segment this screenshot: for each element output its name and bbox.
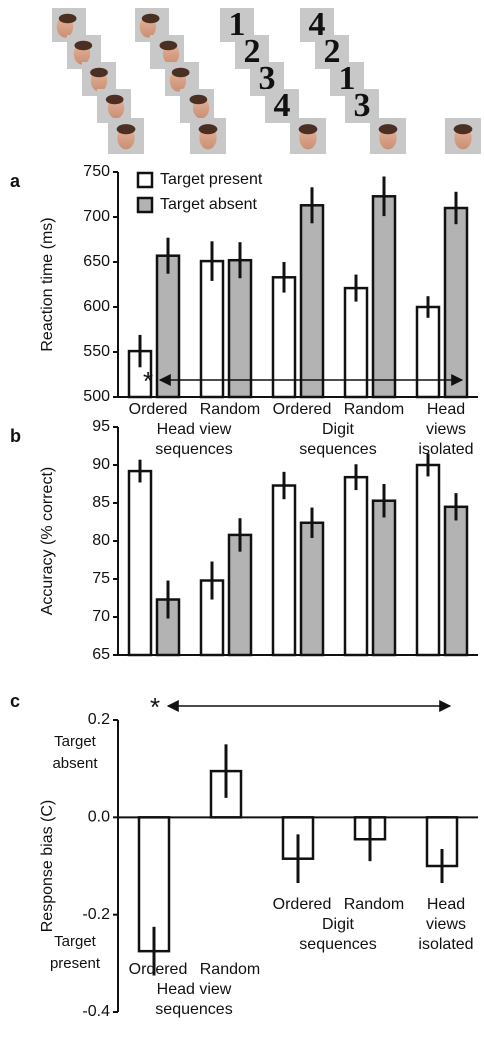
x-tick-label: isolated xyxy=(418,936,473,953)
y-tick-label: 95 xyxy=(92,418,110,435)
panel-letter: b xyxy=(10,426,21,446)
x-tick-label: Ordered xyxy=(129,961,188,978)
group-label: sequences xyxy=(155,441,232,458)
hair xyxy=(116,124,136,135)
hair xyxy=(159,40,178,51)
y-tick-label: 750 xyxy=(83,163,110,180)
hair xyxy=(189,94,208,105)
digit: 4 xyxy=(309,6,326,43)
x-tick-label: Ordered xyxy=(273,896,332,913)
y-axis-label: Reaction time (ms) xyxy=(39,217,56,351)
y-tick-label: 0.2 xyxy=(88,711,110,728)
legend-swatch xyxy=(136,171,154,189)
y-tick-label: 650 xyxy=(83,253,110,270)
hair xyxy=(141,13,160,24)
x-tick-label: Random xyxy=(344,896,404,913)
y-tick-label: 0.0 xyxy=(88,809,110,826)
y-tick-label: 550 xyxy=(83,343,110,360)
group-label: Digit xyxy=(322,421,355,438)
bar xyxy=(371,499,397,657)
annotation-star: * xyxy=(150,692,160,722)
hair xyxy=(298,124,318,135)
side-label: absent xyxy=(52,755,98,772)
x-tick-label: Ordered xyxy=(273,401,332,418)
bar xyxy=(343,475,369,657)
group-label: sequences xyxy=(299,441,376,458)
bar xyxy=(127,469,153,657)
bar xyxy=(443,206,469,399)
panel-letter: a xyxy=(10,171,21,191)
y-axis-label: Response bias (C) xyxy=(39,800,56,933)
legend-label: Target absent xyxy=(160,196,258,213)
digit: 3 xyxy=(354,87,371,124)
hair xyxy=(105,94,124,105)
bar xyxy=(271,276,297,399)
bar xyxy=(371,195,397,399)
side-label: Target xyxy=(54,933,97,950)
x-tick-label: Random xyxy=(344,401,404,418)
digit: 3 xyxy=(259,60,276,97)
x-tick-label: Random xyxy=(200,961,260,978)
bar xyxy=(415,463,441,657)
y-tick-label: 90 xyxy=(92,456,110,473)
bar xyxy=(155,254,181,399)
hair xyxy=(171,67,190,78)
y-tick-label: 75 xyxy=(92,570,110,587)
bar xyxy=(199,259,225,399)
y-tick-label: -0.4 xyxy=(82,1003,110,1020)
x-tick-label: Head xyxy=(427,401,465,418)
bar xyxy=(271,484,297,657)
x-tick-label: isolated xyxy=(418,441,473,458)
bar xyxy=(299,521,325,657)
y-tick-label: -0.2 xyxy=(82,906,110,923)
legend-swatch xyxy=(136,196,154,214)
hair xyxy=(58,13,77,24)
side-label: present xyxy=(50,955,101,972)
bar xyxy=(227,533,253,657)
y-axis-label: Accuracy (% correct) xyxy=(39,467,56,615)
group-label: sequences xyxy=(299,936,376,953)
x-tick-label: Head xyxy=(427,896,465,913)
bar xyxy=(227,258,253,399)
y-tick-label: 600 xyxy=(83,298,110,315)
side-label: Target xyxy=(54,733,97,750)
x-tick-label: Random xyxy=(200,401,260,418)
bar xyxy=(415,305,441,399)
stimulus-frame xyxy=(265,89,299,123)
digit: 1 xyxy=(339,60,356,97)
legend-label: Target present xyxy=(160,171,263,188)
hair xyxy=(90,67,108,78)
y-tick-label: 70 xyxy=(92,608,110,625)
panel-letter: c xyxy=(10,691,20,711)
hair xyxy=(453,124,473,135)
digit: 1 xyxy=(229,6,246,43)
y-tick-label: 700 xyxy=(83,208,110,225)
hair xyxy=(74,40,93,51)
x-tick-label: Ordered xyxy=(129,401,188,418)
x-tick-label: views xyxy=(426,916,466,933)
group-label: Head view xyxy=(157,421,232,438)
y-tick-label: 85 xyxy=(92,494,110,511)
x-tick-label: views xyxy=(426,421,466,438)
y-tick-label: 65 xyxy=(92,646,110,663)
digit: 2 xyxy=(324,33,341,70)
group-label: Digit xyxy=(322,916,355,933)
hair xyxy=(198,124,218,135)
stimulus-frame xyxy=(345,89,379,123)
group-label: Head view xyxy=(157,981,232,998)
bar xyxy=(443,505,469,657)
digit: 2 xyxy=(244,33,261,70)
annotation-star: * xyxy=(143,366,153,396)
y-tick-label: 500 xyxy=(83,388,110,405)
y-tick-label: 80 xyxy=(92,532,110,549)
bar xyxy=(299,204,325,399)
hair xyxy=(378,124,398,135)
group-label: sequences xyxy=(155,1001,232,1018)
digit: 4 xyxy=(274,87,291,124)
